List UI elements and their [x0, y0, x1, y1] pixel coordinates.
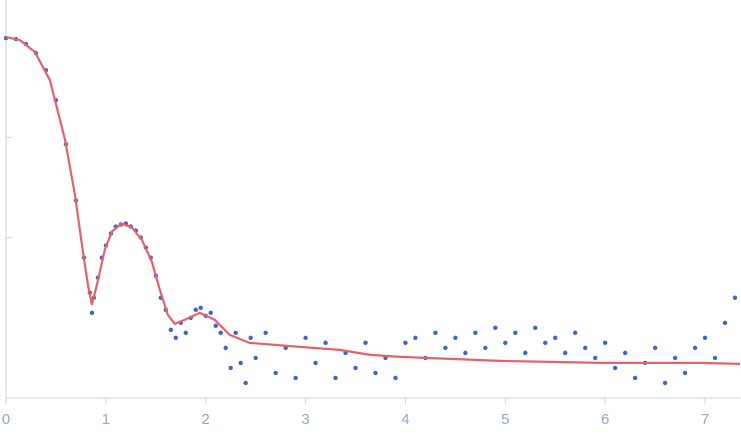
data-point: [233, 330, 238, 336]
data-point: [722, 320, 728, 326]
data-point: [303, 335, 308, 341]
x-tick-label: 0: [2, 411, 10, 428]
data-point: [692, 345, 698, 351]
data-point: [573, 330, 578, 336]
data-point: [443, 345, 448, 351]
data-point: [612, 365, 618, 371]
x-tick-label: 2: [202, 411, 210, 428]
data-point: [652, 345, 658, 351]
data-point: [89, 310, 95, 315]
data-point: [493, 325, 498, 331]
data-point: [523, 350, 528, 356]
fit-line: [5, 36, 741, 366]
data-point: [323, 340, 328, 346]
data-point: [592, 355, 598, 361]
data-point: [293, 375, 298, 381]
data-point: [732, 295, 738, 300]
data-point: [313, 360, 318, 366]
data-point: [463, 350, 468, 356]
data-point: [702, 335, 708, 341]
data-point: [213, 323, 218, 329]
data-point: [533, 325, 538, 331]
data-point: [263, 330, 268, 336]
data-point: [193, 307, 198, 312]
data-point: [403, 340, 408, 346]
data-point: [238, 360, 243, 366]
data-point: [602, 340, 608, 346]
x-tick-label: 7: [701, 411, 709, 428]
data-point: [183, 330, 188, 336]
data-point: [198, 305, 203, 310]
x-tick-label: 4: [401, 411, 409, 428]
data-point: [218, 330, 223, 336]
x-tick-label: 1: [102, 411, 110, 428]
data-point: [393, 375, 398, 381]
data-point: [413, 335, 418, 341]
x-tick-label: 3: [301, 411, 309, 428]
data-point: [353, 365, 358, 371]
data-point: [433, 330, 438, 336]
data-point: [168, 327, 173, 333]
data-point: [173, 335, 178, 341]
data-point: [363, 340, 368, 346]
data-point: [622, 350, 628, 356]
data-point: [662, 380, 668, 386]
x-tick-label: 6: [601, 411, 609, 428]
data-point: [543, 340, 548, 346]
data-point: [553, 335, 558, 341]
data-point: [473, 330, 478, 336]
data-point: [483, 345, 488, 351]
data-point: [672, 355, 678, 361]
data-point: [712, 355, 718, 361]
data-point: [583, 345, 588, 351]
data-point: [333, 375, 338, 381]
data-point: [273, 370, 278, 376]
data-point: [453, 335, 458, 341]
data-point: [253, 355, 258, 361]
data-point: [243, 380, 248, 386]
data-point: [513, 330, 518, 336]
data-point: [563, 350, 568, 356]
data-point: [223, 345, 228, 351]
data-point: [228, 365, 233, 371]
x-tick-label: 5: [501, 411, 509, 428]
data-point: [373, 370, 378, 376]
data-point: [682, 370, 688, 376]
data-point: [503, 340, 508, 346]
data-point: [632, 375, 638, 381]
data-point: [248, 335, 253, 341]
data-point: [208, 310, 213, 315]
